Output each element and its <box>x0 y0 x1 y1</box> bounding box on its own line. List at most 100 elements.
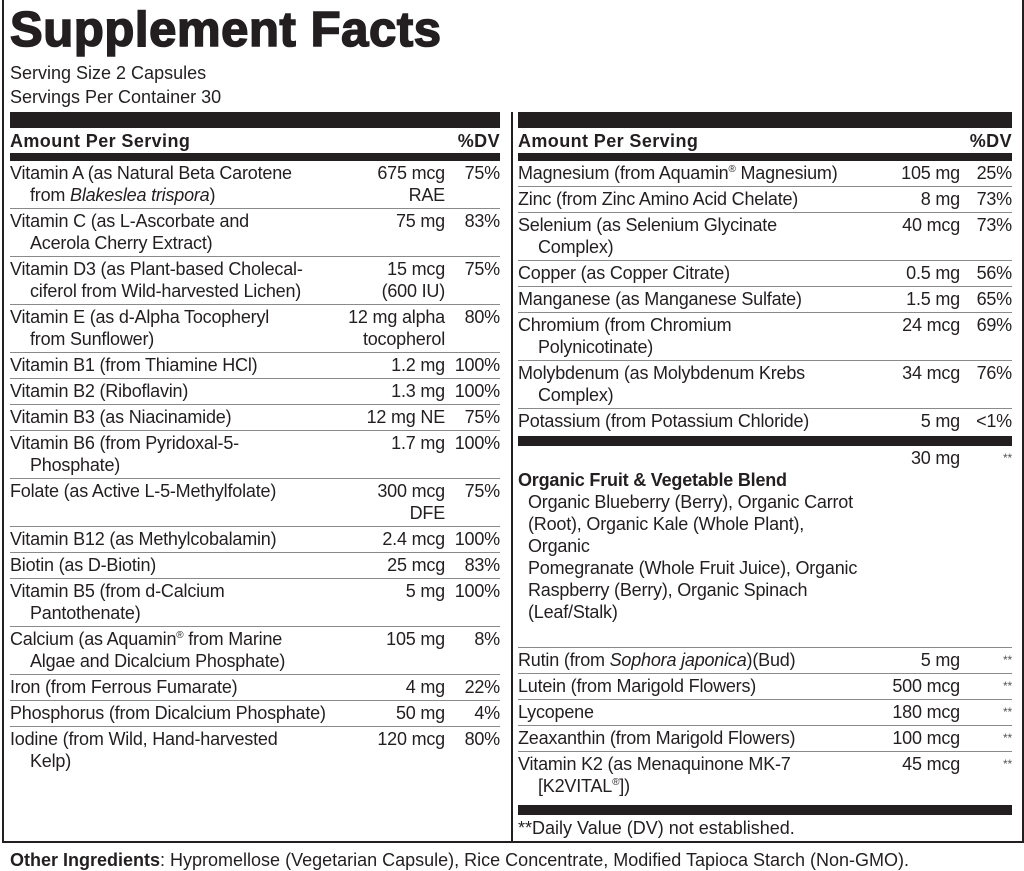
nutrient-row: Folate (as Active L-5-Methylfolate) 300 m… <box>10 479 500 527</box>
nutrient-amount: 50 mg <box>395 703 445 723</box>
nutrient-dv: ** <box>1003 679 1012 693</box>
nutrient-row: Vitamin D3 (as Plant-based Cholecal-cife… <box>10 257 500 305</box>
nutrient-name: Folate (as Active L-5-Methylfolate) <box>10 480 335 524</box>
nutrient-dv: 4% <box>474 703 500 723</box>
nutrient-name-line: Vitamin B6 (from Pyridoxal-5- <box>10 433 239 453</box>
nutrient-amount: 675 mcg RAE <box>377 163 445 205</box>
nutrient-row: Molybdenum (as Molybdenum Krebs Complex) 3… <box>518 361 1012 409</box>
column-divider <box>511 112 513 843</box>
nutrient-name: Zeaxanthin (from Marigold Flowers) <box>518 727 860 749</box>
nutrient-amount: 45 mcg <box>902 754 960 774</box>
nutrient-name: Lycopene <box>518 701 860 723</box>
nutrient-amount: 40 mcg <box>902 215 960 235</box>
blend-name: Organic Fruit & Vegetable Blend <box>518 470 787 490</box>
nutrient-row: Vitamin K2 (as Menaquinone MK-7 [K2VITAL®… <box>518 752 1012 799</box>
nutrient-amount: 1.2 mg <box>391 355 445 375</box>
nutrient-name-line: Rutin (from Sophora japonica)(Bud) <box>518 650 796 670</box>
serving-size: Serving Size 2 Capsules <box>10 63 207 83</box>
nutrient-name: Calcium (as Aquamin® from Marine Algae an… <box>10 628 335 672</box>
registered-mark: ® <box>728 164 736 175</box>
nutrient-dv: 100% <box>454 433 500 453</box>
nutrient-amount: 15 mcg (600 IU) <box>381 259 446 301</box>
nutrient-list: Vitamin A (as Natural Beta Carotene from … <box>10 161 500 774</box>
nutrient-name-line: Pantothenate) <box>30 603 141 623</box>
header-bar <box>518 112 1012 128</box>
nutrient-dv: ** <box>1003 653 1012 667</box>
nutrient-row: Chromium (from Chromium Polynicotinate) 24… <box>518 313 1012 361</box>
nutrient-name: Vitamin K2 (as Menaquinone MK-7 [K2VITAL®… <box>518 753 860 797</box>
other-ingredients-label: Other Ingredients <box>10 850 161 870</box>
nutrient-dv: 8% <box>474 629 500 649</box>
nutrient-row: Rutin (from Sophora japonica)(Bud) 5 mg ** <box>518 648 1012 674</box>
nutrient-name: Potassium (from Potassium Chloride) <box>518 410 860 432</box>
nutrient-name-line: Chromium (from Chromium <box>518 315 732 335</box>
nutrient-name: Vitamin A (as Natural Beta Carotene from … <box>10 162 335 206</box>
nutrient-amount: 24 mcg <box>902 315 960 335</box>
nutrient-amount: 1.7 mg <box>391 433 445 453</box>
nutrient-name: Iodine (from Wild, Hand-harvested Kelp) <box>10 728 335 772</box>
nutrient-name-line: Kelp) <box>30 751 72 771</box>
nutrient-name: Phosphorus (from Dicalcium Phosphate) <box>10 702 335 724</box>
nutrient-row: Vitamin B3 (as Niacinamide) 12 mg NE 75% <box>10 405 500 431</box>
nutrient-row: Vitamin A (as Natural Beta Carotene from … <box>10 161 500 209</box>
nutrient-row: Calcium (as Aquamin® from Marine Algae an… <box>10 627 500 675</box>
dv-label: %DV <box>457 131 500 151</box>
left-column: Amount Per Serving %DV Vitamin A (as Nat… <box>10 112 500 774</box>
nutrient-row: Zeaxanthin (from Marigold Flowers) 100 mc… <box>518 726 1012 752</box>
blend-row: Organic Fruit & Vegetable Blend Organic … <box>518 446 1012 648</box>
nutrient-amount: 300 mcg DFE <box>377 481 445 523</box>
nutrient-dv: 75% <box>464 259 501 279</box>
nutrient-name-line: Calcium (as Aquamin® from Marine <box>10 629 283 649</box>
nutrient-amount: 1.5 mg <box>906 289 960 309</box>
nutrient-dv: 75% <box>464 163 501 183</box>
nutrient-name-line: Phosphorus (from Dicalcium Phosphate) <box>10 703 326 723</box>
nutrient-row: Manganese (as Manganese Sulfate) 1.5 mg 65… <box>518 287 1012 313</box>
nutrient-dv: ** <box>1003 705 1012 719</box>
nutrient-dv: 83% <box>464 211 501 231</box>
nutrient-name: Selenium (as Selenium Glycinate Complex) <box>518 214 860 258</box>
nutrient-row: Lycopene 180 mcg ** <box>518 700 1012 726</box>
blend-amount: 30 mg <box>910 448 960 468</box>
nutrient-name: Vitamin B1 (from Thiamine HCl) <box>10 354 335 376</box>
nutrient-row: Iron (from Ferrous Fumarate) 4 mg 22% <box>10 675 500 701</box>
nutrient-dv: 69% <box>976 315 1013 335</box>
nutrient-name-line: Vitamin B12 (as Methylcobalamin) <box>10 529 277 549</box>
nutrient-name-line: Vitamin E (as d-Alpha Tocopheryl <box>10 307 270 327</box>
nutrient-amount: 8 mg <box>920 189 960 209</box>
nutrient-amount: 34 mcg <box>902 363 960 383</box>
nutrient-row: Vitamin B5 (from d-Calcium Pantothenate) 5… <box>10 579 500 627</box>
nutrient-dv: 100% <box>454 529 500 549</box>
nutrient-dv: 80% <box>464 729 501 749</box>
nutrient-name-line: from Sunflower) <box>30 329 155 349</box>
nutrient-amount: 105 mg <box>901 163 960 183</box>
amount-per-serving-label: Amount Per Serving <box>518 131 699 151</box>
blend-dv: ** <box>1003 451 1012 465</box>
nutrient-amount: 120 mcg <box>377 729 445 749</box>
nutrient-name-line: Selenium (as Selenium Glycinate <box>518 215 777 235</box>
nutrient-row: Iodine (from Wild, Hand-harvested Kelp) 12… <box>10 727 500 774</box>
nutrient-dv: <1% <box>976 411 1012 431</box>
nutrient-name-line: Vitamin C (as L-Ascorbate and <box>10 211 249 231</box>
nutrient-amount: 4 mg <box>405 677 445 697</box>
nutrient-dv: 73% <box>976 215 1013 235</box>
nutrient-name: Molybdenum (as Molybdenum Krebs Complex) <box>518 362 860 406</box>
nutrient-name-line: Folate (as Active L-5-Methylfolate) <box>10 481 277 501</box>
nutrient-name-line: Iron (from Ferrous Fumarate) <box>10 677 238 697</box>
nutrient-name: Vitamin D3 (as Plant-based Cholecal-cife… <box>10 258 335 302</box>
nutrient-row: Vitamin E (as d-Alpha Tocopheryl from Sun… <box>10 305 500 353</box>
nutrient-name-line: Zinc (from Zinc Amino Acid Chelate) <box>518 189 799 209</box>
nutrient-dv: 100% <box>454 355 500 375</box>
nutrient-amount: 1.3 mg <box>391 381 445 401</box>
nutrient-dv: 100% <box>454 581 500 601</box>
blend-ingredients: Organic Blueberry (Berry), Organic Carro… <box>528 492 858 622</box>
page-title: Supplement Facts <box>9 2 442 58</box>
nutrient-amount: 0.5 mg <box>906 263 960 283</box>
section-bar <box>518 436 1012 446</box>
nutrient-name: Iron (from Ferrous Fumarate) <box>10 676 335 698</box>
nutrient-amount: 500 mcg <box>892 676 960 696</box>
right-column: Amount Per Serving %DV Magnesium (from A… <box>518 112 1012 839</box>
nutrient-amount: 5 mg <box>920 411 960 431</box>
nutrient-name-line: Potassium (from Potassium Chloride) <box>518 411 810 431</box>
other-ingredients-text: : Hypromellose (Vegetarian Capsule), Ric… <box>160 850 910 870</box>
nutrient-name-line: Complex) <box>538 385 614 405</box>
